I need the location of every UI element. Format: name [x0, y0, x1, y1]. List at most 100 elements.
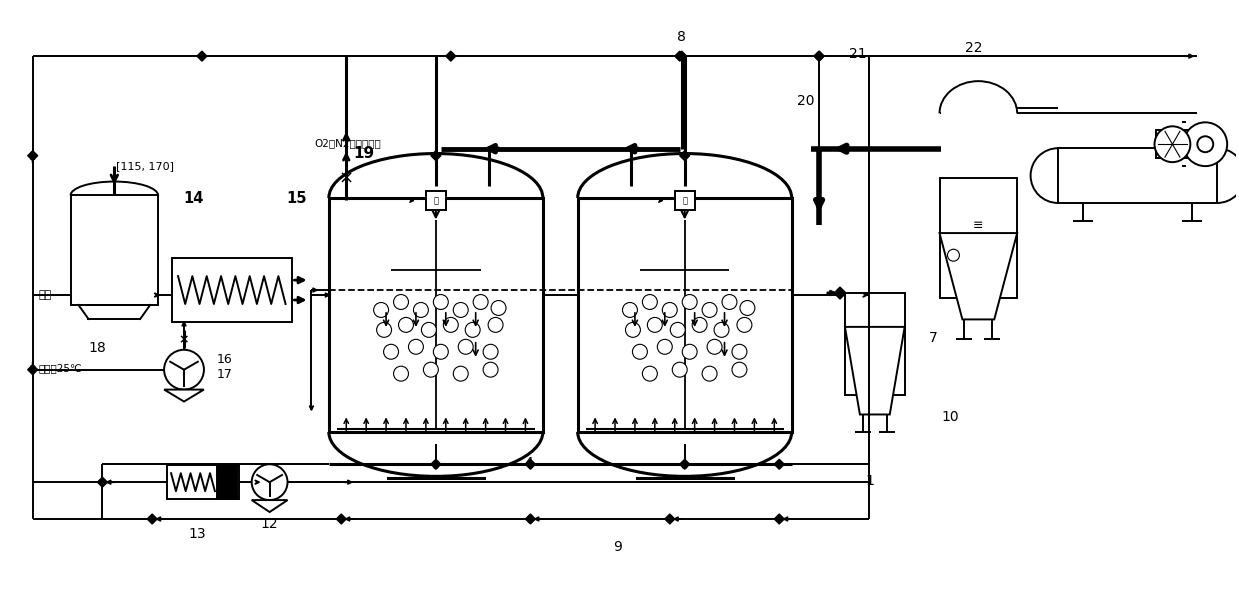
Circle shape	[703, 366, 717, 381]
Circle shape	[642, 366, 658, 381]
Text: 14: 14	[183, 191, 204, 206]
Polygon shape	[27, 365, 37, 374]
Text: ≡: ≡	[973, 219, 984, 232]
Circle shape	[1155, 126, 1191, 162]
Bar	[1058, 148, 1217, 203]
Circle shape	[394, 294, 409, 309]
Polygon shape	[147, 514, 157, 524]
Circle shape	[483, 362, 498, 377]
Polygon shape	[525, 459, 535, 469]
Text: 15: 15	[286, 191, 307, 206]
Circle shape	[453, 366, 468, 381]
Polygon shape	[164, 390, 204, 402]
Polygon shape	[446, 51, 456, 61]
Text: 出水: 出水	[38, 290, 52, 300]
Circle shape	[732, 362, 747, 377]
Circle shape	[670, 323, 685, 337]
Circle shape	[421, 323, 436, 337]
Circle shape	[409, 339, 424, 354]
Circle shape	[714, 323, 729, 337]
Polygon shape	[431, 151, 441, 160]
Bar	[1156, 130, 1199, 158]
Text: 12: 12	[260, 517, 279, 531]
Bar	[172, 257, 291, 323]
Text: 16: 16	[217, 353, 233, 366]
Circle shape	[488, 317, 503, 332]
Polygon shape	[336, 514, 346, 524]
Bar	[939, 178, 1017, 297]
Circle shape	[424, 362, 439, 377]
Circle shape	[683, 294, 698, 309]
Circle shape	[707, 339, 722, 354]
Text: 13: 13	[188, 527, 206, 541]
Circle shape	[1183, 122, 1227, 166]
Bar	[426, 191, 446, 210]
Polygon shape	[814, 51, 824, 61]
Bar	[71, 195, 159, 305]
Polygon shape	[814, 51, 824, 61]
Bar	[577, 198, 792, 432]
Circle shape	[374, 303, 389, 317]
Text: 废水进25℃: 废水进25℃	[38, 362, 82, 373]
Circle shape	[458, 339, 473, 354]
Text: 阀: 阀	[434, 196, 439, 205]
Circle shape	[683, 344, 698, 359]
Circle shape	[414, 303, 429, 317]
Text: 18: 18	[88, 341, 107, 355]
Text: ×: ×	[338, 169, 354, 188]
Circle shape	[663, 303, 678, 317]
Circle shape	[1197, 136, 1213, 152]
Bar	[675, 191, 695, 210]
Bar	[845, 293, 904, 394]
Circle shape	[377, 323, 392, 337]
Circle shape	[622, 303, 637, 317]
Circle shape	[693, 317, 707, 332]
Text: [115, 170]: [115, 170]	[116, 160, 175, 171]
Polygon shape	[197, 51, 207, 61]
Circle shape	[384, 344, 399, 359]
Circle shape	[658, 339, 673, 354]
Text: ×: ×	[178, 333, 190, 346]
Polygon shape	[680, 459, 690, 469]
Circle shape	[434, 294, 449, 309]
Circle shape	[164, 350, 204, 390]
Polygon shape	[939, 233, 1017, 320]
Circle shape	[703, 303, 717, 317]
Circle shape	[673, 362, 688, 377]
Bar	[167, 466, 239, 499]
Circle shape	[252, 464, 287, 500]
Circle shape	[647, 317, 663, 332]
Circle shape	[642, 294, 658, 309]
Text: 4: 4	[524, 456, 533, 470]
Text: 21: 21	[849, 47, 867, 61]
Polygon shape	[431, 459, 441, 469]
Circle shape	[632, 344, 647, 359]
Bar	[217, 466, 237, 499]
Text: 22: 22	[965, 41, 983, 55]
Polygon shape	[27, 151, 37, 160]
Circle shape	[626, 323, 641, 337]
Text: 10: 10	[942, 411, 959, 425]
Polygon shape	[680, 151, 690, 160]
Circle shape	[434, 344, 449, 359]
Circle shape	[722, 294, 737, 309]
Text: 17: 17	[217, 368, 233, 381]
Circle shape	[491, 300, 506, 315]
Text: 19: 19	[353, 146, 374, 161]
Text: 8: 8	[678, 30, 686, 44]
Circle shape	[453, 303, 468, 317]
Text: O2、N2等废气出口: O2、N2等废气出口	[315, 137, 382, 148]
Circle shape	[399, 317, 414, 332]
Polygon shape	[774, 459, 784, 469]
Circle shape	[740, 300, 755, 315]
Polygon shape	[676, 51, 686, 61]
Text: 1: 1	[865, 474, 875, 488]
Text: 阀: 阀	[683, 196, 688, 205]
Polygon shape	[675, 51, 685, 61]
Text: 9: 9	[613, 540, 622, 554]
Polygon shape	[665, 514, 675, 524]
Polygon shape	[845, 327, 904, 414]
Circle shape	[394, 366, 409, 381]
Circle shape	[483, 344, 498, 359]
Text: 7: 7	[928, 331, 938, 345]
